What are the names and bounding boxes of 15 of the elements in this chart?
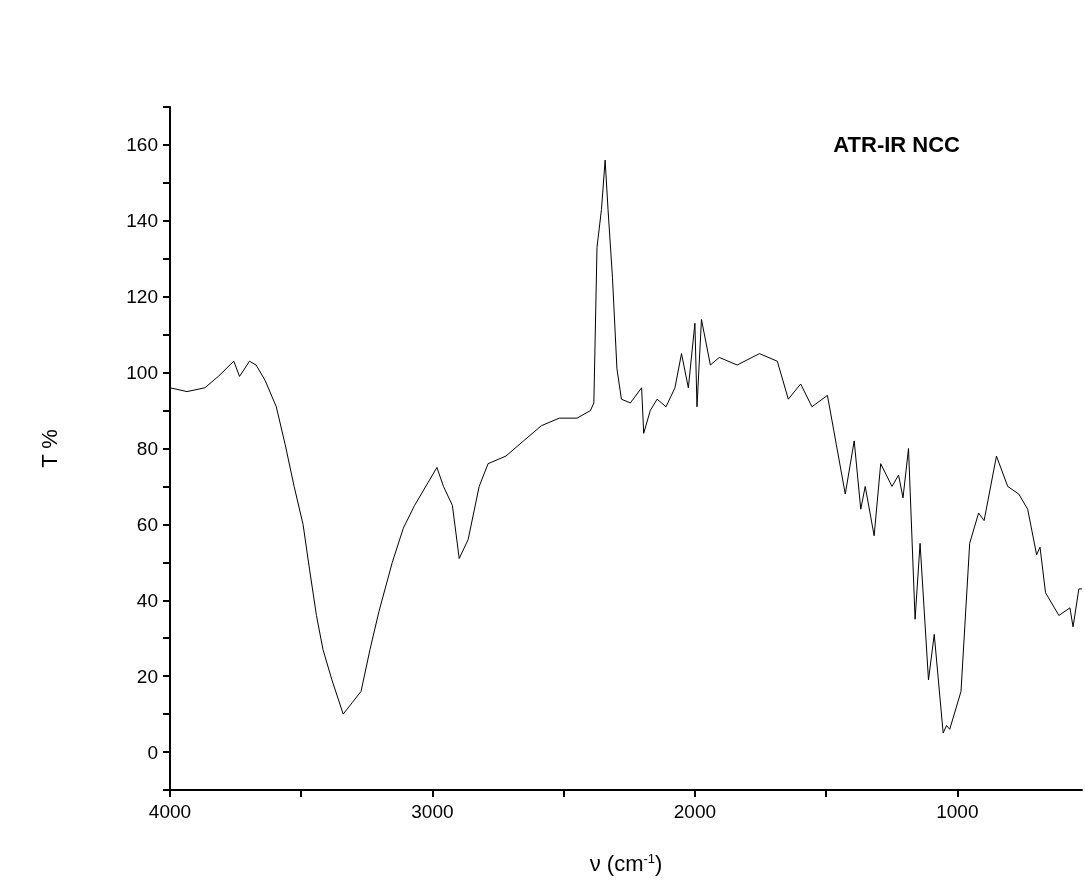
y-tick-label: 160 <box>126 134 158 156</box>
x-tick-label: 3000 <box>411 801 454 822</box>
x-tick-label: 1000 <box>936 801 979 822</box>
y-axis-title: T % <box>36 429 62 468</box>
y-tick-label: 80 <box>136 438 158 459</box>
y-tick-label: 120 <box>126 286 158 308</box>
x-tick-label: 4000 <box>148 801 192 822</box>
text: ATR-IR NCC <box>833 131 961 157</box>
y-tick-label: 60 <box>136 513 158 535</box>
y-tick-label: 0 <box>147 741 158 763</box>
y-tick-label: 40 <box>136 589 158 611</box>
x-tick-label: 2000 <box>673 801 717 822</box>
y-tick-label: 140 <box>126 210 158 232</box>
y-tick-label: 20 <box>136 665 158 687</box>
y-tick-label: 100 <box>126 362 158 384</box>
